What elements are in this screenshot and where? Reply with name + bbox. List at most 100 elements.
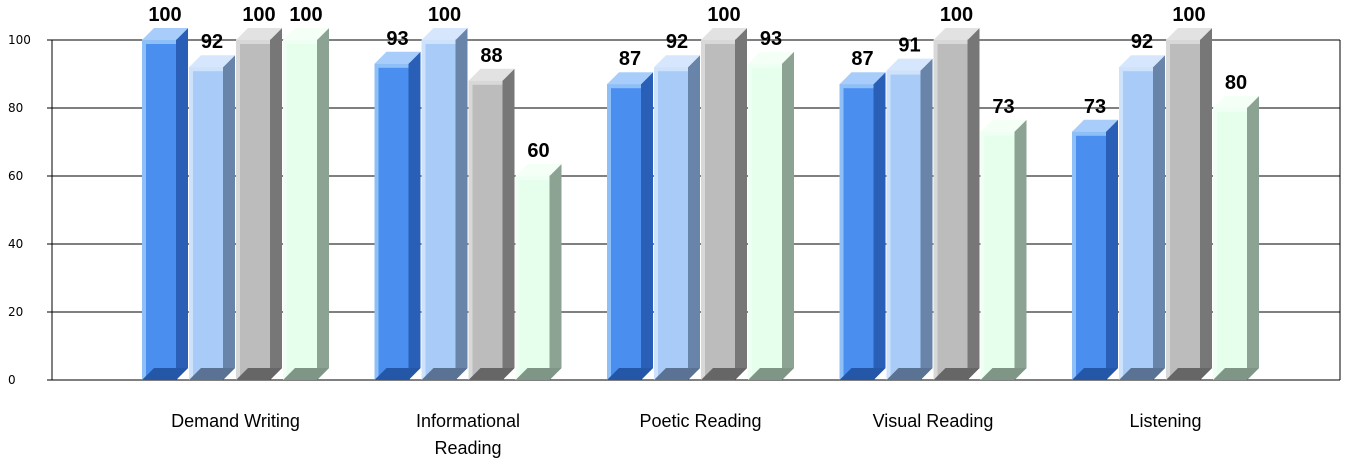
bar-front-face <box>840 84 874 380</box>
data-label: 91 <box>898 35 920 57</box>
bar-side-face <box>921 59 933 380</box>
data-label: 100 <box>289 4 322 26</box>
y-axis-ticks: 0 20 40 60 80 100 <box>8 33 31 387</box>
data-label: 100 <box>428 4 461 26</box>
bar-front-face <box>516 176 550 380</box>
data-label: 100 <box>148 4 181 26</box>
bar-front-face <box>236 40 270 380</box>
bar-edge <box>654 67 658 380</box>
data-label: 73 <box>992 96 1014 118</box>
bar-side-face <box>874 72 886 380</box>
bar <box>981 120 1027 380</box>
bar-edge <box>701 40 735 44</box>
bar-front-face <box>469 81 503 380</box>
bar-front-face <box>422 40 456 380</box>
data-label: 87 <box>619 48 641 70</box>
bar-front-face <box>607 84 641 380</box>
bar-front-face <box>748 64 782 380</box>
bar-side-face <box>550 164 562 380</box>
bar <box>422 28 468 380</box>
bar-edge <box>142 40 146 380</box>
bar-edge <box>934 40 938 380</box>
bar-front-face <box>375 64 409 380</box>
bar-edge <box>981 132 1015 136</box>
y-tick-label: 0 <box>8 373 16 387</box>
bar-edge <box>840 84 874 88</box>
bar-front-face <box>189 67 223 380</box>
bar-edge <box>469 81 503 85</box>
bar-front-face <box>1119 67 1153 380</box>
data-label: 80 <box>1225 72 1247 94</box>
bar-front-face <box>934 40 968 380</box>
category-labels: Demand Writing InformationalReadingPoetic… <box>171 411 1201 458</box>
bar-edge <box>1166 40 1170 380</box>
bar <box>654 55 700 380</box>
bar-edge <box>981 132 985 380</box>
bar-edge <box>469 81 473 380</box>
bar-side-face <box>223 55 235 380</box>
bar-edge <box>236 40 270 44</box>
bar <box>236 28 282 380</box>
bar <box>934 28 980 380</box>
category-label: Poetic Reading <box>639 411 761 431</box>
data-label: 92 <box>666 31 688 53</box>
bar-edge <box>887 71 921 75</box>
bar-edge <box>189 67 193 380</box>
category-label: Demand Writing <box>171 411 300 431</box>
bar-edge <box>1072 132 1106 136</box>
bar-side-face <box>1106 120 1118 380</box>
bar-edge <box>422 40 456 44</box>
bar <box>516 164 562 380</box>
bar-front-face <box>701 40 735 380</box>
data-label: 100 <box>242 4 275 26</box>
data-label: 87 <box>851 48 873 70</box>
bar <box>1166 28 1212 380</box>
bar-front-face <box>142 40 176 380</box>
data-label: 92 <box>201 31 223 53</box>
bar-front-face <box>1213 108 1247 380</box>
bar <box>189 55 235 380</box>
data-label: 93 <box>760 28 782 50</box>
bar-edge <box>236 40 240 380</box>
bar-edge <box>934 40 968 44</box>
data-label: 100 <box>707 4 740 26</box>
bar-edge <box>1213 108 1247 112</box>
bar-side-face <box>1015 120 1027 380</box>
bar-edge <box>1119 67 1153 71</box>
bar-side-face <box>735 28 747 380</box>
bar-side-face <box>688 55 700 380</box>
bar-edge <box>748 64 752 380</box>
bar <box>1213 96 1259 380</box>
bar-side-face <box>456 28 468 380</box>
bar <box>607 72 653 380</box>
data-label: 92 <box>1131 31 1153 53</box>
bar-edge <box>748 64 782 68</box>
bar-front-face <box>887 71 921 380</box>
data-label: 93 <box>386 28 408 50</box>
y-tick-label: 60 <box>8 169 23 183</box>
bar <box>283 28 329 380</box>
bar-edge <box>1213 108 1217 380</box>
category-label: Visual Reading <box>873 411 994 431</box>
bar-edge <box>887 71 891 380</box>
bar-front-face <box>654 67 688 380</box>
bar <box>748 52 794 380</box>
bar-side-face <box>641 72 653 380</box>
y-tick-label: 80 <box>8 101 23 115</box>
bar-front-face <box>1072 132 1106 380</box>
bar <box>375 52 421 380</box>
bar-edge <box>840 84 844 380</box>
bar-edge <box>607 84 611 380</box>
bar-edge <box>1072 132 1076 380</box>
bar-front-face <box>1166 40 1200 380</box>
bar <box>469 69 515 380</box>
bar <box>840 72 886 380</box>
bar-edge <box>516 176 550 180</box>
bar-side-face <box>1153 55 1165 380</box>
bar-side-face <box>1247 96 1259 380</box>
bar-edge <box>607 84 641 88</box>
bars <box>142 28 1259 380</box>
bar-edge <box>1119 67 1123 380</box>
data-label: 60 <box>527 140 549 162</box>
